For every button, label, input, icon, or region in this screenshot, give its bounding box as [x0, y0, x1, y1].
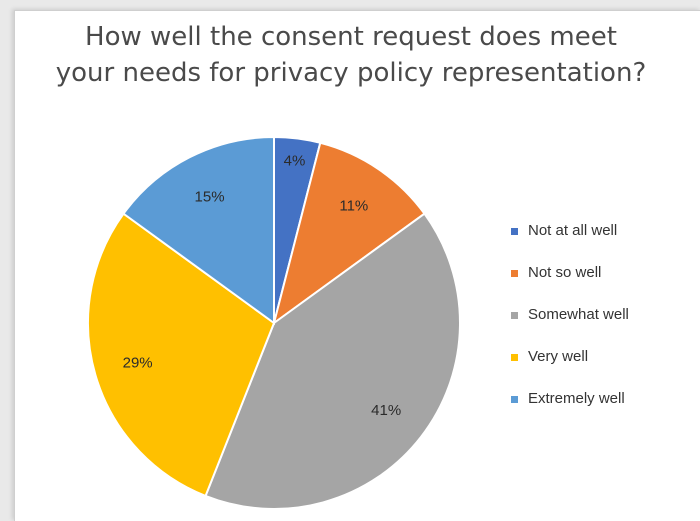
legend-item-not-so-well: Not so well [511, 263, 629, 283]
slice-label-not-so-well: 11% [339, 198, 368, 215]
legend-swatch [511, 395, 518, 403]
legend-label: Extremely well [528, 390, 625, 407]
slice-label-very-well: 29% [123, 355, 153, 372]
legend-item-very-well: Very well [511, 347, 629, 367]
chart-title-line-1: How well the consent request does meet [85, 22, 617, 52]
legend-label: Not so well [528, 264, 602, 281]
chart-title-line-2: your needs for privacy policy representa… [55, 58, 647, 88]
pie-slice-somewhat-well [204, 212, 461, 510]
chart-legend: Not at all well Not so well Somewhat well V… [511, 221, 629, 431]
legend-swatch [511, 311, 518, 319]
legend-item-somewhat-well: Somewhat well [511, 305, 629, 325]
slice-label-somewhat-well: 41% [371, 402, 401, 419]
pie-slice-extremely-well [122, 135, 275, 325]
legend-label: Not at all well [528, 222, 618, 239]
legend-label: Somewhat well [528, 306, 629, 323]
legend-swatch [511, 227, 518, 235]
pie-chart: 4% 11% 41% 29% 15% [87, 135, 461, 510]
legend-item-not-at-all-well: Not at all well [511, 221, 629, 241]
legend-item-extremely-well: Extremely well [511, 389, 629, 409]
chart-frame: How well the consent request does meet y… [14, 10, 700, 521]
pie-slice-very-well [87, 212, 276, 498]
pie-slice-not-so-well [272, 141, 426, 326]
legend-label: Very well [528, 348, 589, 365]
legend-swatch [511, 353, 518, 361]
legend-swatch [511, 269, 518, 277]
slice-label-not-at-all-well: 4% [284, 153, 306, 170]
chart-title: How well the consent request does meet y… [15, 19, 687, 91]
slice-label-extremely-well: 15% [195, 188, 225, 205]
